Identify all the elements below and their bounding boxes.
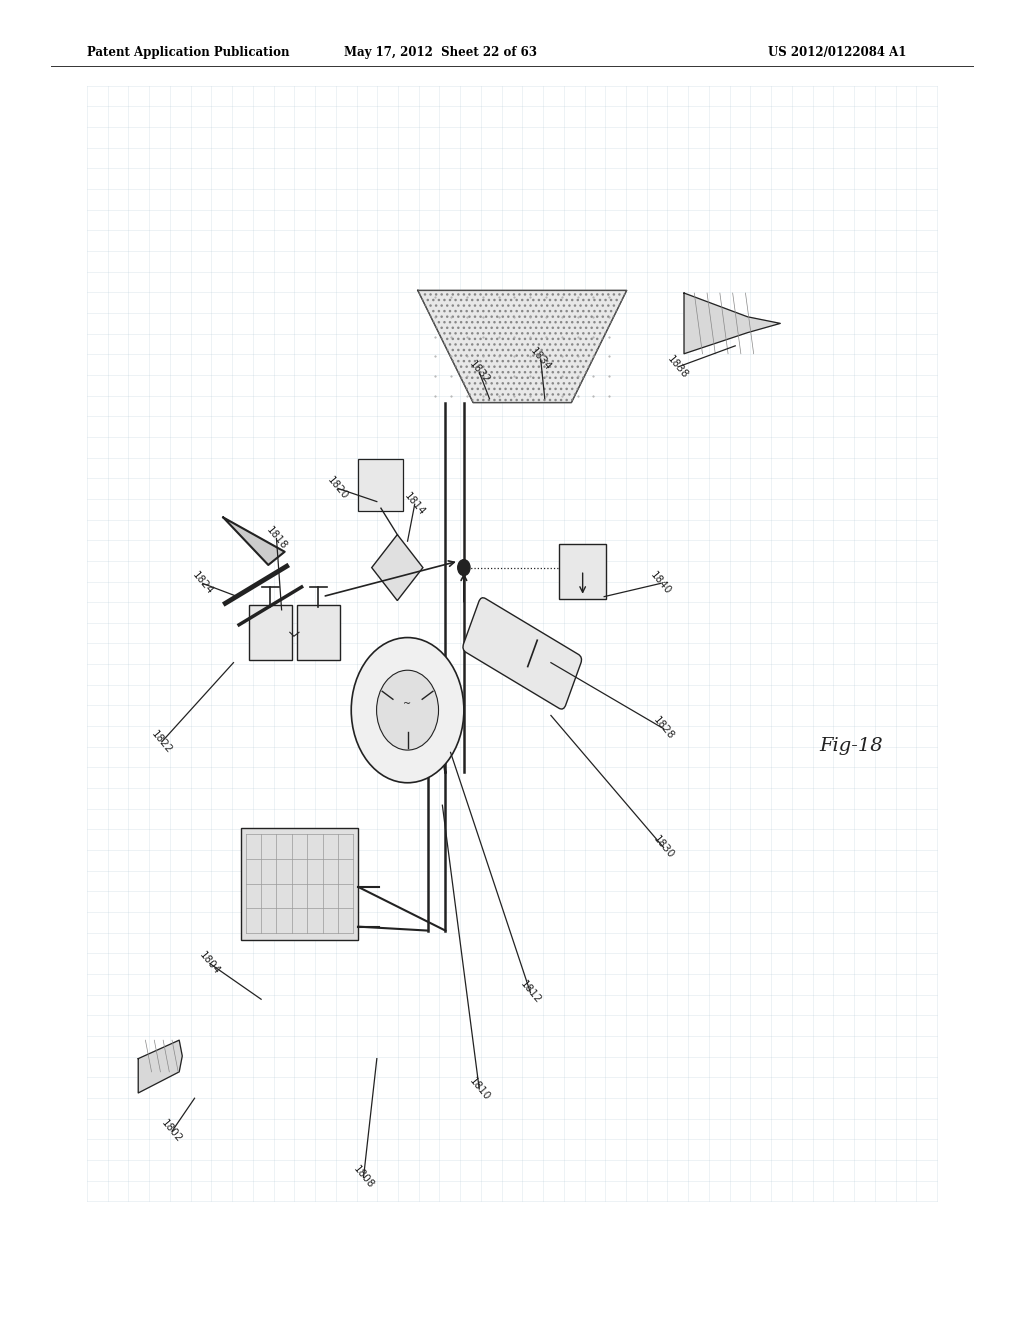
Polygon shape — [241, 828, 358, 940]
Text: Fig-18: Fig-18 — [819, 737, 883, 755]
Text: 1830: 1830 — [651, 834, 676, 861]
Text: ~: ~ — [403, 698, 412, 709]
Text: US 2012/0122084 A1: US 2012/0122084 A1 — [768, 46, 906, 59]
FancyBboxPatch shape — [358, 459, 403, 511]
Circle shape — [458, 560, 470, 576]
Circle shape — [351, 638, 464, 783]
Text: Patent Application Publication: Patent Application Publication — [87, 46, 290, 59]
Text: 1820: 1820 — [326, 475, 350, 502]
Text: May 17, 2012  Sheet 22 of 63: May 17, 2012 Sheet 22 of 63 — [344, 46, 537, 59]
Text: 1802: 1802 — [160, 1118, 184, 1144]
FancyBboxPatch shape — [463, 598, 582, 709]
Text: 1834: 1834 — [528, 346, 553, 372]
Polygon shape — [223, 517, 285, 565]
Polygon shape — [684, 293, 780, 354]
Text: 1840: 1840 — [648, 570, 673, 597]
Text: 1822: 1822 — [150, 729, 174, 755]
Text: 1828: 1828 — [651, 715, 676, 742]
Text: 1838: 1838 — [666, 354, 690, 380]
Text: 1818: 1818 — [264, 525, 289, 552]
Text: 1814: 1814 — [402, 491, 427, 517]
Text: 1832: 1832 — [467, 359, 492, 385]
FancyBboxPatch shape — [249, 605, 292, 660]
Text: 1824: 1824 — [190, 570, 215, 597]
FancyBboxPatch shape — [559, 544, 606, 599]
Text: 1808: 1808 — [351, 1164, 376, 1191]
FancyBboxPatch shape — [297, 605, 340, 660]
Polygon shape — [372, 535, 423, 601]
Circle shape — [377, 671, 438, 750]
Text: 1812: 1812 — [518, 979, 543, 1006]
Polygon shape — [418, 290, 627, 403]
Polygon shape — [138, 1040, 182, 1093]
Text: 1804: 1804 — [198, 950, 222, 977]
Text: 1810: 1810 — [467, 1076, 492, 1102]
